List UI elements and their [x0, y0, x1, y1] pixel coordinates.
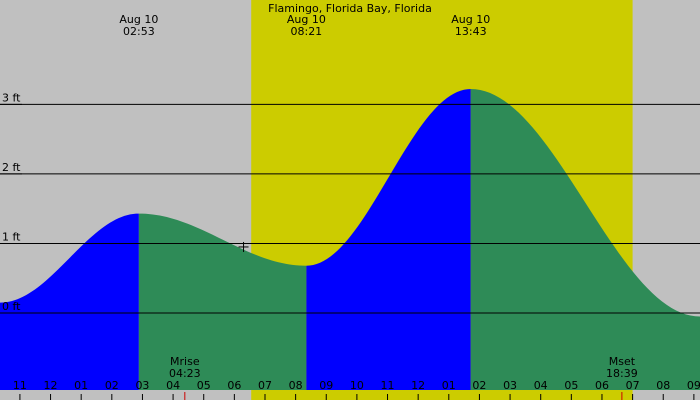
falling-tide-area — [138, 213, 307, 390]
x-tick-label: 10 — [350, 379, 364, 392]
y-tick-label: 2 ft — [2, 161, 21, 174]
height-gridlines: 0 ft 1 ft 2 ft 3 ft — [0, 91, 700, 314]
x-axis: 11 12 01 02 03 04 05 06 07 08 09 10 11 12 01 02 03 04 05 06… — [13, 379, 700, 400]
tide-event-date: Aug 10 — [451, 13, 490, 26]
x-tick-label: 03 — [135, 379, 149, 392]
x-tick-label: 01 — [442, 379, 456, 392]
x-tick-label: 05 — [197, 379, 211, 392]
tide-event-date: Aug 10 — [119, 13, 158, 26]
moon-event-time: 18:39 — [606, 367, 638, 380]
falling-tide-area — [470, 89, 700, 390]
x-tick-label: 04 — [534, 379, 548, 392]
x-tick-label: 02 — [105, 379, 119, 392]
x-tick-label: 12 — [411, 379, 425, 392]
rising-tide-area — [306, 89, 471, 390]
tide-event-date: Aug 10 — [287, 13, 326, 26]
tide-event-time: 13:43 — [455, 25, 487, 38]
x-tick-label: 11 — [381, 379, 395, 392]
x-tick-label: 08 — [656, 379, 670, 392]
x-tick-label: 02 — [472, 379, 486, 392]
x-tick-label: 09 — [687, 379, 700, 392]
x-tick-label: 07 — [626, 379, 640, 392]
moon-event-label: Mset — [609, 355, 636, 368]
moon-event-label: Mrise — [170, 355, 200, 368]
x-tick-label: 05 — [564, 379, 578, 392]
chart-title: Flamingo, Florida Bay, Florida — [268, 2, 432, 15]
tide-areas — [0, 89, 700, 390]
x-tick-label: 04 — [166, 379, 180, 392]
x-tick-label: 03 — [503, 379, 517, 392]
moon-event-time: 04:23 — [169, 367, 201, 380]
y-tick-label: 3 ft — [2, 91, 21, 104]
x-tick-label: 07 — [258, 379, 272, 392]
x-tick-label: 09 — [319, 379, 333, 392]
x-tick-label: 01 — [74, 379, 88, 392]
x-tick-label: 11 — [13, 379, 27, 392]
rising-tide-area — [0, 213, 139, 390]
x-tick-label: 12 — [44, 379, 58, 392]
tide-event-time: 02:53 — [123, 25, 155, 38]
x-tick-label: 08 — [289, 379, 303, 392]
current-time-marker — [238, 241, 249, 252]
x-tick-label: 06 — [595, 379, 609, 392]
x-tick-label: 06 — [227, 379, 241, 392]
y-tick-label: 1 ft — [2, 230, 21, 243]
y-tick-label: 0 ft — [2, 300, 21, 313]
tide-event-time: 08:21 — [290, 25, 322, 38]
